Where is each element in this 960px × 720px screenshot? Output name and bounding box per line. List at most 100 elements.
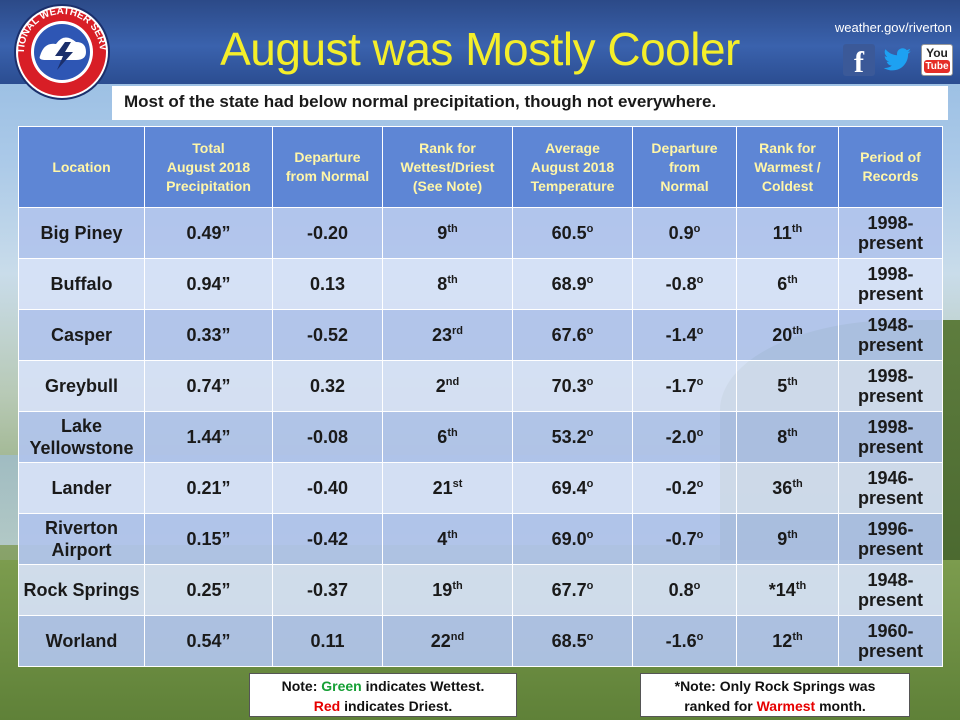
period-line: 1946- <box>867 468 914 488</box>
header-line: Period of <box>860 149 921 165</box>
temp-rank-prefix: * <box>768 579 776 600</box>
degree-symbol: o <box>696 477 704 490</box>
precip-cell: 0.15” <box>144 513 273 565</box>
temp-cell: 67.7o <box>512 564 633 616</box>
youtube-icon[interactable]: You Tube <box>921 44 953 76</box>
period-line: 1998- <box>867 366 914 386</box>
precip-cell: 0.33” <box>144 309 273 361</box>
note-right-line1: Only Rock Springs was <box>715 678 876 694</box>
precip-departure-value: -0.08 <box>306 426 349 447</box>
temp-cell: 68.5o <box>512 615 633 667</box>
header-line: Normal <box>660 177 709 194</box>
temp-value: 67.6 <box>551 324 587 345</box>
temp-cell: 53.2o <box>512 411 633 463</box>
location-name: Casper <box>50 325 113 345</box>
precip-rank-cell: 23rd <box>382 309 513 361</box>
precip-rank-value: 8 <box>437 273 448 294</box>
header-line: (See Note) <box>412 177 483 194</box>
header-precipitation: Total August 2018 Precipitation <box>144 126 273 208</box>
degree-symbol: o <box>586 477 594 490</box>
twitter-icon[interactable] <box>881 44 913 76</box>
precip-cell: 0.49” <box>144 207 273 259</box>
temp-rank-value: 20 <box>772 324 793 345</box>
location-cell: Worland <box>18 615 145 667</box>
precip-cell: 0.54” <box>144 615 273 667</box>
degree-symbol: o <box>696 324 704 337</box>
temp-cell: 60.5o <box>512 207 633 259</box>
precip-value: 0.54” <box>186 630 231 651</box>
temp-rank-suffix: th <box>792 477 803 490</box>
temp-cell: 70.3o <box>512 360 633 412</box>
degree-symbol: o <box>586 528 594 541</box>
table-row: Rock Springs 0.25” -0.37 19th 67.7o 0.8o *14th… <box>18 564 943 616</box>
degree-symbol: o <box>586 426 594 439</box>
precip-value: 0.74” <box>186 375 231 396</box>
precip-departure-cell: -0.37 <box>272 564 383 616</box>
temp-rank-cell: *14th <box>736 564 839 616</box>
temp-departure-value: -1.7 <box>665 375 697 396</box>
period-cell: 1998- present <box>838 258 943 310</box>
header-precip-rank: Rank for Wettest/Driest (See Note) <box>382 126 513 208</box>
location-name: Buffalo <box>50 274 113 294</box>
facebook-glyph: f <box>854 46 864 79</box>
precip-rank-value: 4 <box>437 528 448 549</box>
temp-departure-value: -0.8 <box>665 273 697 294</box>
period-line: present <box>857 437 924 457</box>
precip-rank-suffix: th <box>447 273 458 286</box>
note-right: *Note: Only Rock Springs was ranked for … <box>640 673 910 717</box>
nws-logo: NATIONAL WEATHER SERVICE <box>10 2 110 100</box>
temp-rank-value: 5 <box>777 375 788 396</box>
note-left: Note: Green indicates Wettest. Red indic… <box>249 673 517 717</box>
header-line: Rank for <box>759 139 816 156</box>
table-row: Lander 0.21” -0.40 21st 69.4o -0.2o 36th 1946- p… <box>18 462 943 514</box>
temp-departure-value: -1.4 <box>665 324 697 345</box>
temp-value: 67.7 <box>551 579 587 600</box>
precip-rank-cell: 6th <box>382 411 513 463</box>
temp-rank-value: 9 <box>777 528 788 549</box>
youtube-label-top: You <box>926 46 948 60</box>
location-name: Yellowstone <box>29 438 134 458</box>
period-line: 1998- <box>867 417 914 437</box>
temp-rank-cell: 12th <box>736 615 839 667</box>
table-row: Casper 0.33” -0.52 23rd 67.6o -1.4o 20th 1948- p… <box>18 309 943 361</box>
precip-cell: 1.44” <box>144 411 273 463</box>
degree-symbol: o <box>586 324 594 337</box>
header-precip-departure: Departure from Normal <box>272 126 383 208</box>
temp-value: 69.4 <box>551 477 587 498</box>
precip-rank-value: 6 <box>437 426 448 447</box>
period-line: present <box>857 386 924 406</box>
precip-rank-cell: 4th <box>382 513 513 565</box>
period-cell: 1998- present <box>838 360 943 412</box>
precip-rank-value: 2 <box>435 375 446 396</box>
temp-rank-value: 8 <box>777 426 788 447</box>
period-line: present <box>857 641 924 661</box>
subtitle-bar <box>112 86 948 120</box>
temp-departure-value: 0.9 <box>668 222 694 243</box>
note-left-green-word: Green <box>321 678 362 694</box>
header-line: from <box>668 158 701 175</box>
note-left-green-rest: indicates Wettest. <box>361 678 485 694</box>
precip-rank-value: 19 <box>432 579 453 600</box>
location-cell: Lander <box>18 462 145 514</box>
website-link[interactable]: weather.gov/riverton <box>834 20 952 35</box>
precip-rank-suffix: nd <box>445 375 460 388</box>
precip-rank-suffix: th <box>447 426 458 439</box>
temp-departure-cell: -1.4o <box>632 309 737 361</box>
temp-rank-value: 6 <box>777 273 788 294</box>
location-name: Worland <box>45 631 118 651</box>
facebook-icon[interactable]: f <box>843 44 875 79</box>
precip-cell: 0.25” <box>144 564 273 616</box>
precip-value: 0.15” <box>186 528 231 549</box>
temp-cell: 69.4o <box>512 462 633 514</box>
degree-symbol: o <box>696 528 704 541</box>
degree-symbol: o <box>696 630 704 643</box>
period-line: 1998- <box>867 213 914 233</box>
header-period: Period of Records <box>838 126 943 208</box>
precip-cell: 0.94” <box>144 258 273 310</box>
period-cell: 1948- present <box>838 309 943 361</box>
period-line: present <box>857 539 924 559</box>
precip-departure-value: -0.42 <box>306 528 349 549</box>
temp-rank-suffix: th <box>791 222 803 235</box>
precip-value: 1.44” <box>186 426 231 447</box>
temp-rank-suffix: th <box>792 630 803 643</box>
